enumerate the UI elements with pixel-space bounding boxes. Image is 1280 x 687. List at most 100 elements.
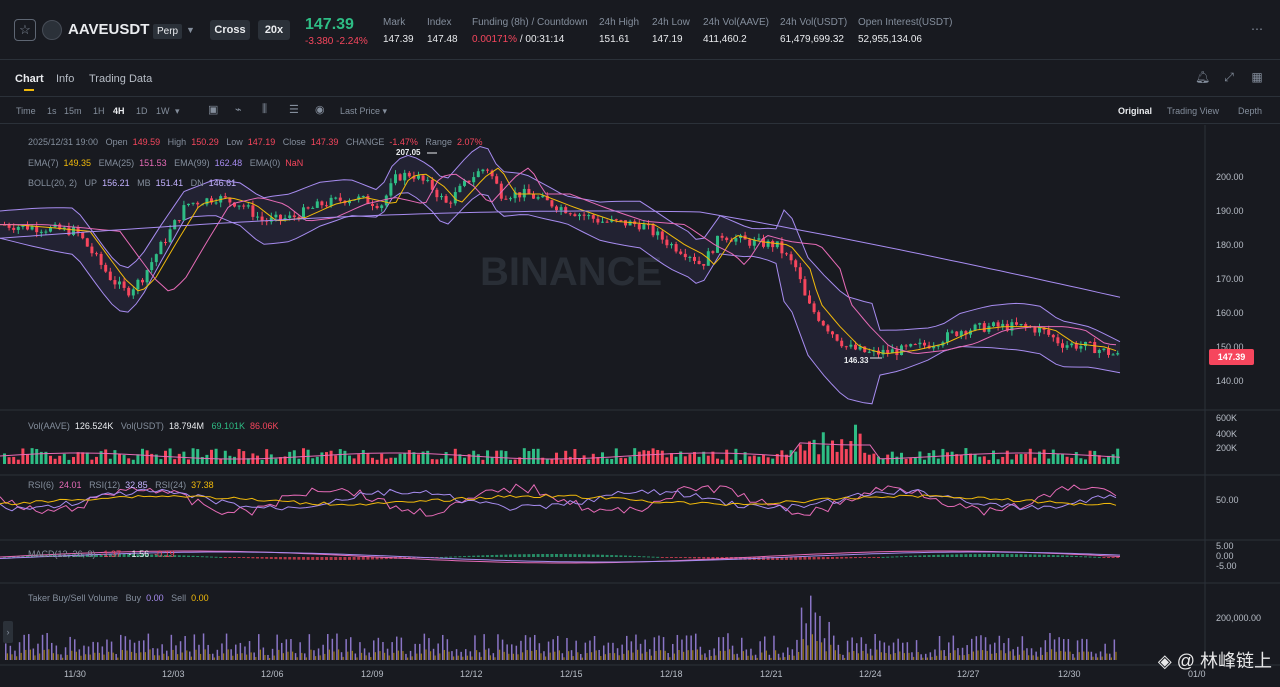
fullscreen-icon[interactable]: ⤢ bbox=[1224, 70, 1234, 84]
candle-body bbox=[987, 326, 991, 332]
view-trading-view[interactable]: Trading View bbox=[1167, 106, 1220, 116]
taker-sell-bar bbox=[949, 652, 951, 660]
view-depth[interactable]: Depth bbox=[1238, 106, 1263, 116]
volume-bar bbox=[913, 457, 917, 464]
candle-body bbox=[867, 351, 871, 353]
macd-histogram-bar bbox=[932, 554, 936, 557]
snapshot-icon[interactable]: ◉ bbox=[315, 104, 325, 116]
taker-sell-bar bbox=[857, 653, 859, 660]
candle-body bbox=[578, 214, 581, 217]
macd-histogram-bar bbox=[440, 556, 443, 558]
volume-bar bbox=[458, 454, 462, 464]
view-original[interactable]: Original bbox=[1118, 106, 1153, 116]
candle-body bbox=[81, 232, 85, 239]
volume-bar bbox=[946, 452, 949, 464]
taker-sell-bar bbox=[471, 656, 473, 660]
macd-histogram-bar bbox=[923, 555, 926, 557]
candle-body bbox=[812, 303, 816, 313]
taker-buy-bar bbox=[331, 638, 334, 660]
candle-body bbox=[536, 197, 540, 199]
tab-chart[interactable]: Chart bbox=[15, 73, 44, 85]
macd-histogram-bar bbox=[817, 557, 821, 560]
candle-body bbox=[449, 202, 453, 204]
interval-dropdown-icon[interactable]: ▾ bbox=[175, 106, 180, 116]
settings-sliders-icon[interactable]: ☰ bbox=[289, 104, 299, 116]
candle-body bbox=[187, 203, 190, 206]
macd-histogram-bar bbox=[463, 556, 466, 558]
taker-buy-bar bbox=[584, 642, 587, 660]
taker-buy-bar bbox=[184, 636, 186, 660]
taker-buy-bar bbox=[133, 642, 136, 660]
taker-sell-bar bbox=[765, 650, 767, 660]
taker-sell-bar bbox=[931, 656, 933, 660]
layout-grid-icon[interactable]: ▦ bbox=[1251, 70, 1263, 84]
interval-1d[interactable]: 1D bbox=[136, 106, 148, 116]
taker-sell-bar bbox=[687, 650, 689, 660]
taker-sell-bar bbox=[232, 655, 234, 660]
taker-sell-bar bbox=[563, 657, 565, 660]
calendar-icon[interactable]: ▣ bbox=[208, 104, 219, 116]
interval-1w[interactable]: 1W bbox=[156, 106, 170, 116]
leverage-button[interactable]: 20x bbox=[258, 20, 290, 40]
taker-sell-bar bbox=[227, 649, 229, 660]
candle-body bbox=[992, 322, 995, 327]
macd-histogram-bar bbox=[288, 557, 292, 560]
candle-body bbox=[269, 217, 273, 222]
alert-bell-icon[interactable]: 🔔︎ bbox=[1195, 70, 1211, 84]
taker-sell-bar bbox=[609, 653, 611, 660]
candle-body bbox=[173, 220, 177, 230]
taker-sell-bar bbox=[6, 653, 8, 660]
symbol-dropdown-icon[interactable]: ▼ bbox=[186, 25, 195, 35]
candle-body bbox=[550, 200, 554, 207]
interval-time[interactable]: Time bbox=[16, 106, 36, 116]
candle-body bbox=[251, 205, 255, 217]
margin-mode-button[interactable]: Cross bbox=[210, 20, 250, 40]
compare-icon[interactable]: ⫼ bbox=[262, 103, 268, 115]
taker-buy-bar bbox=[120, 634, 122, 660]
interval-1h[interactable]: 1H bbox=[93, 106, 105, 116]
candle-body bbox=[463, 180, 466, 186]
volume-bar bbox=[343, 450, 347, 464]
taker-sell-bar bbox=[94, 652, 96, 660]
stat-24h-vol-usdt: 24h Vol(USDT) 61,479,699.32 bbox=[780, 17, 848, 45]
taker-buy-bar bbox=[768, 654, 771, 660]
macd-histogram-bar bbox=[647, 556, 650, 558]
taker-buy-bar bbox=[938, 636, 941, 660]
tab-trading-data[interactable]: Trading Data bbox=[89, 73, 153, 85]
interval-4h[interactable]: 4H bbox=[113, 106, 125, 116]
candle-body bbox=[302, 207, 305, 220]
macd-histogram-bar bbox=[835, 557, 839, 559]
candle-body bbox=[1051, 334, 1055, 338]
taker-sell-bar bbox=[172, 649, 174, 660]
more-options-icon[interactable]: ⋯ bbox=[1251, 22, 1264, 36]
candle-body bbox=[279, 214, 282, 220]
tab-info[interactable]: Info bbox=[56, 73, 75, 85]
favorite-star-icon[interactable]: ☆ bbox=[14, 19, 36, 41]
volume-bar bbox=[771, 458, 775, 464]
volume-bar bbox=[453, 448, 457, 464]
candle-body bbox=[35, 226, 39, 233]
expand-side-icon[interactable]: › bbox=[3, 621, 13, 643]
volume-bar bbox=[191, 448, 195, 464]
interval-1s[interactable]: 1s bbox=[47, 106, 57, 116]
symbol-name[interactable]: AAVEUSDT bbox=[68, 21, 150, 38]
indicator-icon[interactable]: ⌁ bbox=[235, 104, 242, 116]
taker-buy-bar bbox=[603, 645, 605, 660]
taker-buy-bar bbox=[575, 640, 577, 660]
taker-buy-bar bbox=[994, 642, 996, 660]
price-source-select[interactable]: Last Price ▾ bbox=[340, 106, 388, 116]
taker-sell-bar bbox=[623, 653, 625, 660]
volume-bar bbox=[706, 455, 710, 464]
taker-sell-bar bbox=[236, 653, 238, 660]
interval-15m[interactable]: 15m bbox=[64, 106, 82, 116]
macd-histogram-bar bbox=[831, 557, 834, 559]
volume-bar bbox=[812, 439, 816, 464]
volume-bar bbox=[440, 458, 443, 464]
candle-body bbox=[398, 174, 402, 181]
taker-sell-bar bbox=[434, 655, 436, 660]
taker-sell-bar bbox=[328, 649, 330, 660]
taker-buy-bar bbox=[60, 654, 62, 660]
volume-bar bbox=[467, 454, 471, 464]
macd-histogram-bar bbox=[573, 554, 577, 557]
